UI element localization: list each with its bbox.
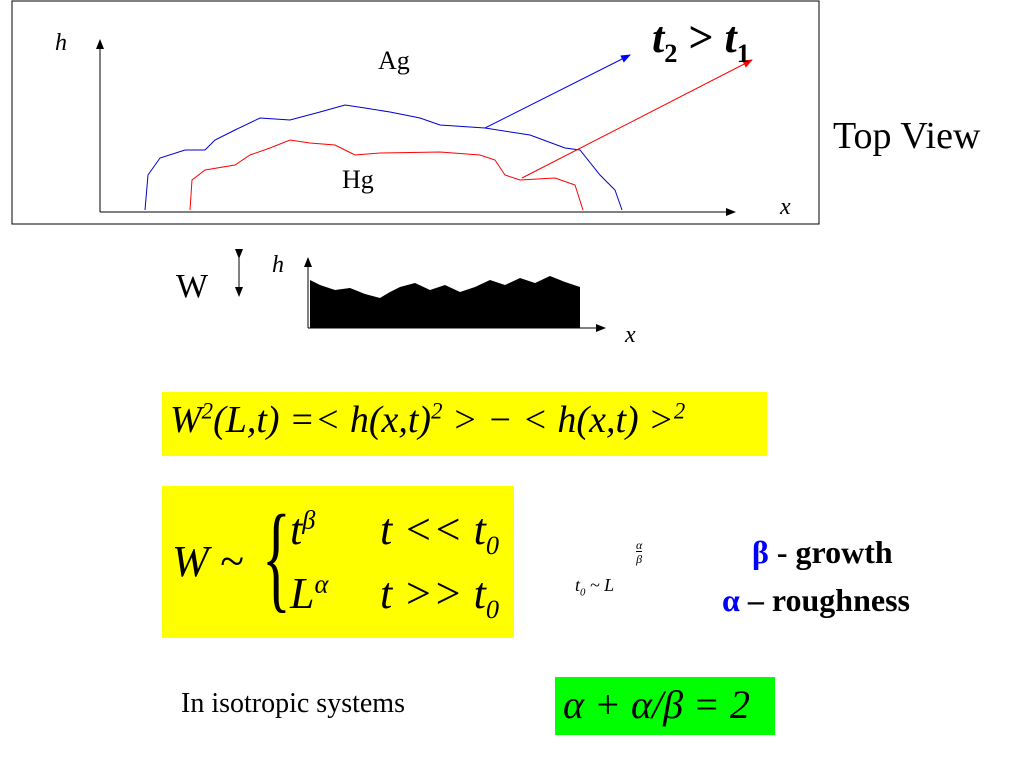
f: t <box>290 505 303 554</box>
t: t <box>652 13 665 62</box>
lower-label: Hg <box>342 165 374 194</box>
frame <box>11 0 820 225</box>
exponent-line: β - growth <box>752 534 893 571</box>
f: – roughness <box>739 582 910 618</box>
f: L <box>290 569 315 618</box>
isotropic-relation: α + α/β = 2 <box>563 682 751 727</box>
isotropic-box: α + α/β = 2 <box>555 677 775 735</box>
f: α <box>314 568 329 599</box>
profile-shape <box>310 276 580 328</box>
time-relation: t2 > t1 <box>652 12 750 69</box>
exponent-line: α – roughness <box>722 582 910 619</box>
definition-box: W2(L,t) =< h(x,t)2 > − < h(x,t) >2 <box>162 392 767 456</box>
f: 2 <box>673 398 686 424</box>
red-arrow <box>521 59 753 179</box>
f: t <box>575 575 581 595</box>
op: > <box>688 13 714 62</box>
f: W <box>170 399 202 441</box>
t: t <box>724 13 737 62</box>
f: - growth <box>768 534 893 570</box>
cond: t >> t0 <box>380 568 499 625</box>
f: 2 <box>201 398 214 424</box>
brace: { <box>262 490 291 623</box>
symbol: β <box>752 534 769 570</box>
profile-x-label: x <box>625 322 636 348</box>
profile-y-label: h <box>272 252 284 278</box>
f: β <box>302 504 316 535</box>
formula: W2(L,t) =< h(x,t)2 > − < h(x,t) >2 <box>170 398 685 442</box>
f: > − < h(x,t) > <box>442 399 674 441</box>
cond: t << t0 <box>380 504 499 561</box>
y-label: h <box>55 30 67 56</box>
x-label: x <box>780 194 791 220</box>
diagram <box>11 0 820 332</box>
crossover: t0 ~ L <box>575 575 614 599</box>
sub: 2 <box>664 37 678 68</box>
symbol: α <box>722 582 740 618</box>
f: t << t <box>380 505 486 554</box>
side-label: Top View <box>833 115 981 157</box>
hg-boundary <box>189 139 584 211</box>
upper-label: Ag <box>378 46 410 75</box>
f: 2 <box>431 398 443 424</box>
f: 0 <box>580 586 586 599</box>
f: 0 <box>485 593 500 624</box>
f: t >> t <box>380 569 486 618</box>
f: β <box>636 551 643 566</box>
f: ~ L <box>585 575 615 595</box>
f: (L,t) =< h(x,t) <box>213 399 432 441</box>
width-label: W <box>176 268 209 305</box>
lhs: W ~ <box>172 537 244 586</box>
case: Lα <box>290 568 328 619</box>
blue-arrow <box>484 54 631 129</box>
isotropic-text: In isotropic systems <box>181 688 405 719</box>
f: α <box>636 538 643 552</box>
f: 0 <box>485 529 500 560</box>
case: tβ <box>290 504 315 555</box>
sub: 1 <box>736 37 750 68</box>
scaling-box: W ~ { tβ t << t0 Lα t >> t0 <box>162 486 514 638</box>
ag-boundary <box>144 104 623 211</box>
